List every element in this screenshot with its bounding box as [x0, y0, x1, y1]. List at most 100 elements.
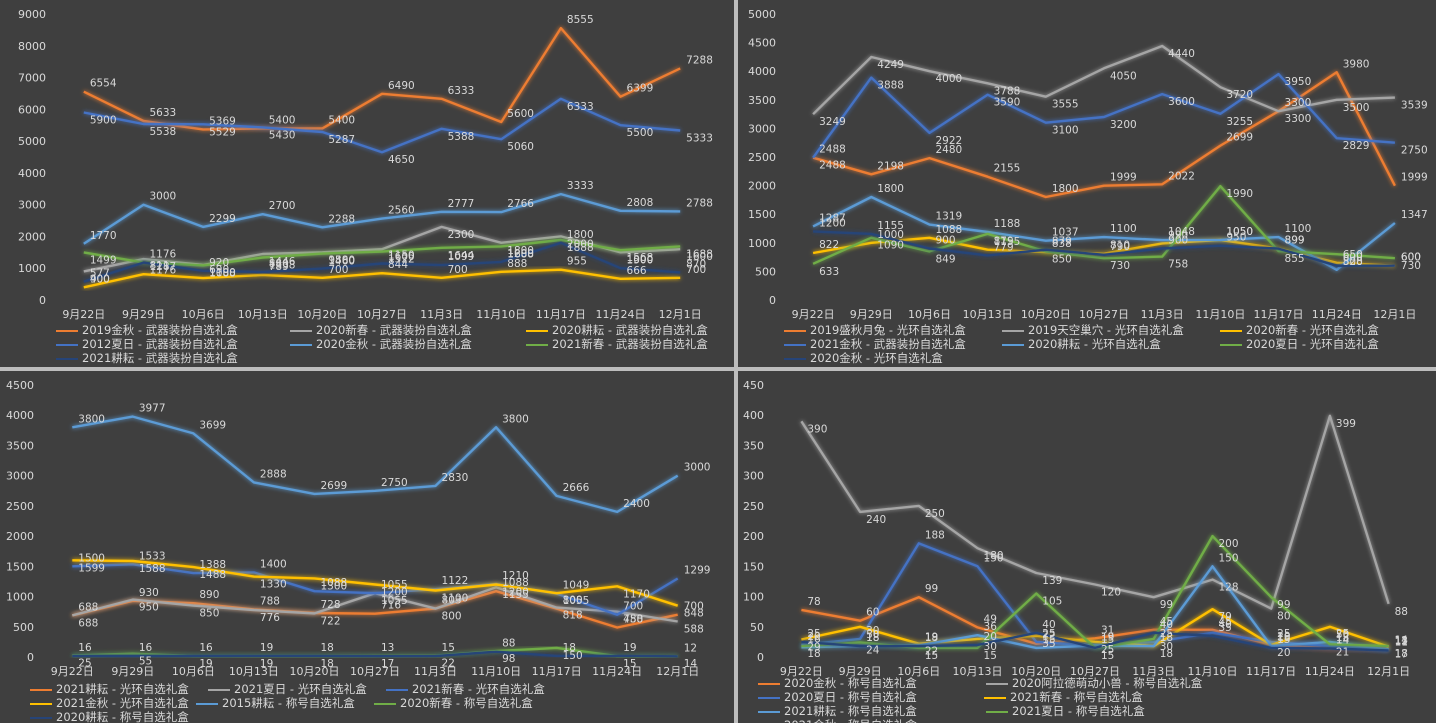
series-line-3-2 [801, 542, 1389, 651]
data-label: 1299 [684, 564, 711, 576]
data-label: 4440 [1168, 48, 1195, 60]
legend-swatch [1220, 329, 1242, 332]
data-label: 690 [209, 264, 229, 276]
legend-item: 2021耕耘 - 称号自选礼盒 [758, 705, 980, 718]
data-label: 15 [1101, 634, 1114, 646]
data-label: 1000 [627, 254, 654, 266]
data-label: 36 [984, 621, 998, 633]
data-label: 900 [935, 235, 955, 247]
data-label: 2888 [260, 468, 287, 480]
x-tick-label: 9月29日 [111, 665, 154, 678]
data-label: 850 [199, 608, 219, 620]
legend-label: 2020金秋 - 称号自选礼盒 [784, 677, 917, 690]
data-label: 6399 [627, 83, 654, 95]
legend-swatch [758, 682, 780, 685]
legend-item: 2020夏日 - 光环自选礼盒 [1220, 338, 1430, 351]
data-label: 180 [984, 550, 1004, 562]
data-label: 2560 [388, 205, 415, 217]
data-label: 855 [1285, 253, 1305, 265]
data-label: 1037 [1052, 227, 1079, 239]
legend-swatch [30, 716, 52, 719]
data-label: 1055 [563, 595, 590, 607]
y-tick-label: 4500 [748, 37, 776, 50]
legend-item: 2020金秋 - 武器装扮自选礼盒 [290, 338, 520, 351]
legend-swatch [758, 696, 780, 699]
chart-panel-title: 0 50 100 150 200 250 300 350 400 450 9月22日 9月29日 10月… [738, 371, 1436, 723]
legend-label: 2012夏日 - 武器装扮自选礼盒 [82, 338, 238, 351]
x-tick-label: 12月1日 [656, 665, 699, 678]
data-label: 4000 [935, 73, 962, 85]
data-label: 30 [1160, 641, 1173, 653]
legend-swatch [526, 343, 548, 346]
legend-label: 2021金秋 - 武器装扮自选礼盒 [810, 338, 966, 351]
legend-swatch [196, 702, 218, 705]
data-label: 1600 [388, 251, 415, 263]
data-label: 850 [1052, 253, 1072, 265]
data-label: 1200 [502, 586, 529, 598]
data-label: 1050 [1226, 226, 1253, 238]
legend-label: 2021夏日 - 光环自选礼盒 [234, 683, 367, 696]
data-label: 3888 [877, 80, 904, 92]
data-label: 16 [199, 642, 213, 654]
data-label: 3300 [1285, 113, 1312, 125]
data-label: 700 [328, 264, 348, 276]
legend-label: 2020夏日 - 称号自选礼盒 [784, 691, 917, 704]
data-label: 1287 [149, 261, 176, 273]
data-label: 1800 [1052, 183, 1079, 195]
data-label: 18 [1336, 632, 1349, 644]
legend-label: 2020新春 - 称号自选礼盒 [400, 697, 533, 710]
data-label: 1155 [502, 589, 529, 601]
data-label: 8555 [567, 14, 594, 26]
data-label: 22 [442, 658, 455, 670]
data-label: 18 [563, 642, 576, 654]
data-label: 1600 [686, 251, 713, 263]
y-tick-label: 4000 [18, 167, 46, 180]
legend-swatch [984, 696, 1006, 699]
data-label: 822 [819, 239, 839, 251]
data-label: 240 [866, 514, 886, 526]
data-label: 139 [1042, 575, 1062, 587]
data-label: 88 [502, 638, 515, 650]
y-tick-label: 4500 [6, 379, 34, 392]
series-line-0-0 [83, 26, 681, 131]
data-label: 789 [269, 261, 289, 273]
legend-item: 2021新春 - 光环自选礼盒 [386, 683, 558, 696]
data-label: 1200 [507, 248, 534, 260]
legend-swatch [1220, 343, 1242, 346]
data-label: 2699 [320, 480, 347, 492]
data-label: 880 [269, 258, 289, 270]
legend-item: 2021新春 - 称号自选礼盒 [984, 691, 1206, 704]
data-label: 5400 [328, 114, 355, 126]
data-label: 200 [1218, 538, 1238, 550]
legend-label: 2021新春 - 称号自选礼盒 [1010, 691, 1143, 704]
y-tick-label: 0 [39, 294, 46, 307]
legend-item: 2021耕耘 - 武器装扮自选礼盒 [56, 352, 284, 365]
x-tick-label: 11月10日 [476, 308, 526, 321]
data-label: 1050 [1226, 226, 1253, 238]
data-label: 19 [623, 642, 636, 654]
x-tick-label: 11月17日 [1246, 665, 1296, 678]
data-label: 1188 [994, 218, 1021, 230]
data-label: 1122 [442, 575, 469, 587]
data-label: 600 [1343, 252, 1363, 264]
x-tick-label: 10月27日 [357, 308, 407, 321]
data-label: 80 [1277, 611, 1290, 623]
series-line-2-4 [72, 415, 679, 514]
data-label: 50 [866, 629, 879, 641]
legend-swatch [30, 702, 52, 705]
legend-swatch [290, 329, 312, 332]
data-label: 1644 [448, 250, 475, 262]
chart-panel-weapon: 0 1000 2000 3000 4000 5000 6000 7000 8000 9000 9月2… [0, 0, 734, 367]
data-label: 899 [1285, 235, 1305, 247]
y-tick-label: 1000 [18, 262, 46, 275]
chart-svg-halo: 0 500 1000 1500 2000 2500 3000 3500 4000 4500 5000… [748, 8, 1428, 321]
x-tick-label: 11月3日 [414, 665, 457, 678]
data-label: 3720 [1226, 89, 1253, 101]
legend-label: 2021金秋 - 光环自选礼盒 [56, 697, 189, 710]
data-label: 19 [260, 658, 273, 670]
data-label: 2750 [381, 477, 408, 489]
data-label: 188 [925, 529, 945, 541]
data-label: 844 [388, 259, 408, 271]
data-label: 3788 [994, 85, 1021, 97]
y-tick-label: 5000 [18, 135, 46, 148]
